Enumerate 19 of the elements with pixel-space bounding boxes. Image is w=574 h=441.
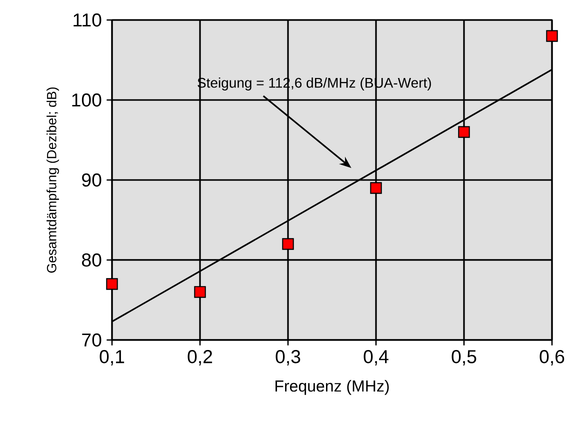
y-tick-label: 70 — [82, 333, 102, 347]
x-tick-label: 0,5 — [452, 350, 476, 366]
point — [458, 126, 470, 138]
y-axis-title: Gesamtdämpfung (Dezibel; dB) — [46, 87, 59, 273]
point — [194, 286, 206, 298]
x-tick-label: 0,6 — [540, 350, 564, 366]
x-tick-label: 0,3 — [276, 350, 300, 366]
y-tick-label: 100 — [72, 93, 102, 107]
y-tick-label: 110 — [74, 13, 102, 27]
point — [106, 278, 118, 290]
x-tick-label: 0,1 — [100, 350, 124, 366]
point — [282, 238, 294, 250]
x-axis-title: Frequenz (MHz) — [276, 380, 389, 395]
point — [546, 30, 558, 42]
y-tick-label: 90 — [82, 173, 102, 187]
point — [370, 182, 382, 194]
x-tick-label: 0,2 — [188, 350, 212, 366]
x-tick-label: 0,4 — [364, 350, 388, 366]
y-tick-label: 80 — [82, 253, 102, 267]
